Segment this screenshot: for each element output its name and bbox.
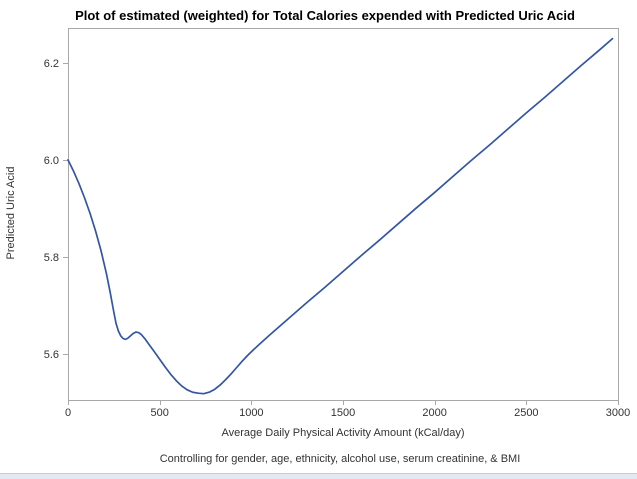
y-tick-label: 5.8 (44, 252, 59, 264)
y-tick-label: 6.0 (44, 155, 59, 167)
page-bottom-strip (0, 473, 637, 479)
plot-border (68, 28, 619, 401)
x-tick-label: 500 (150, 407, 168, 419)
chart-title: Plot of estimated (weighted) for Total C… (75, 8, 575, 23)
x-tick-label: 1000 (239, 407, 263, 419)
y-tick-label: 5.6 (44, 349, 59, 361)
x-tick-label: 3000 (606, 407, 630, 419)
prediction-curve (67, 37, 614, 395)
x-axis-title: Average Daily Physical Activity Amount (… (221, 427, 465, 439)
footnote-text: Controlling for gender, age, ethnicity, … (159, 453, 521, 465)
x-tick-label: 1500 (331, 407, 355, 419)
y-tick-label: 6.2 (44, 58, 59, 70)
x-tick-label: 0 (65, 407, 71, 419)
x-tick-label: 2500 (514, 407, 538, 419)
x-tick-label: 2000 (422, 407, 446, 419)
